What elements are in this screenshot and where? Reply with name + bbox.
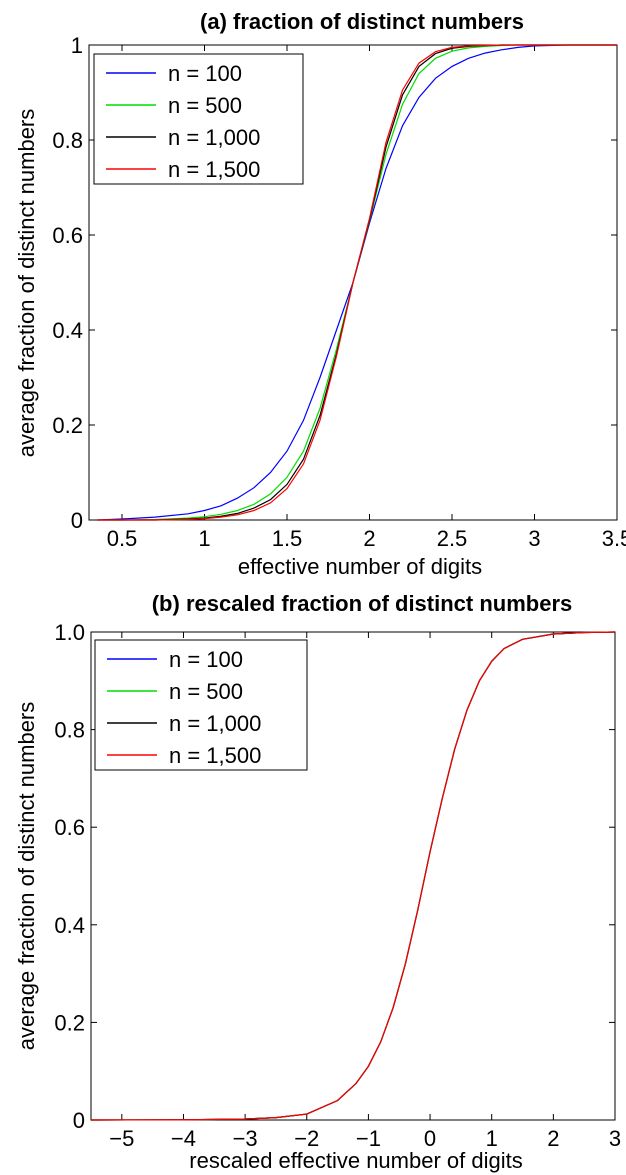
x-tick-label: −5 [109,1126,134,1151]
legend-b: n = 100 n = 500 n = 1,000 n = 1,500 [94,639,308,771]
x-tick-label: 2 [547,1126,559,1151]
x-tick-label: 0.5 [107,526,138,551]
x-tick-label: 3.5 [602,526,626,551]
y-tick-label: 1 [71,33,83,58]
y-tick-label: 0.2 [52,413,83,438]
y-tick-label: 0.8 [52,128,83,153]
y-tick-label: 0 [73,1108,85,1133]
legend-a: n = 100 n = 500 n = 1,000 n = 1,500 [93,53,304,185]
x-tick-label: −4 [171,1126,196,1151]
x-tick-label: 1 [486,1126,498,1151]
legend-label: n = 1,000 [169,711,261,736]
x-tick-label: 1.5 [272,526,303,551]
tick-group-b: −5 −4 −3 −2 −1 0 1 2 3 0 0.2 0.4 0.6 0.8 1.0 [54,620,621,1151]
x-tick-label: −3 [233,1126,258,1151]
legend-label: n = 1,000 [168,125,260,150]
x-axis-label-b: rescaled effective number of digits [189,1148,522,1173]
y-axis-label-a: average fraction of distinct numbers [14,109,39,458]
panel-a: (a) fraction of distinct numbers 0.5 1 1.5… [14,9,626,579]
x-tick-label: 2 [363,526,375,551]
legend-box [94,639,308,771]
series-group-a [97,44,617,521]
x-tick-label: 3 [528,526,540,551]
y-tick-label: 0.2 [54,1010,85,1035]
y-tick-label: 0.4 [52,318,83,343]
x-tick-label: −2 [294,1126,319,1151]
x-tick-label: 3 [609,1126,621,1151]
legend-label: n = 500 [169,679,243,704]
y-tick-label: 1.0 [54,620,85,645]
chart-title-a: (a) fraction of distinct numbers [200,9,524,34]
legend-label: n = 500 [168,93,242,118]
legend-label: n = 100 [168,61,242,86]
x-tick-label: −1 [356,1126,381,1151]
panel-b: (b) rescaled fraction of distinct number… [14,591,621,1173]
y-tick-label: 0.8 [54,718,85,743]
x-tick-label: 1 [198,526,210,551]
y-tick-label: 0.6 [54,815,85,840]
y-axis-label-b: average fraction of distinct numbers [14,702,39,1051]
x-axis-label-a: effective number of digits [238,554,482,579]
tick-group-a: 0.5 1 1.5 2 2.5 3 3.5 0 0.2 0.4 0.6 0.8 1 [52,33,626,551]
series-line [90,631,616,1121]
y-tick-label: 0.6 [52,223,83,248]
legend-label: n = 100 [169,647,243,672]
x-tick-label: 0 [424,1126,436,1151]
x-tick-label: 2.5 [437,526,468,551]
legend-label: n = 1,500 [169,743,261,768]
chart-title-b: (b) rescaled fraction of distinct number… [152,591,573,616]
y-tick-label: 0 [71,508,83,533]
legend-box [93,53,304,185]
series-line [97,44,617,521]
y-tick-label: 0.4 [54,913,85,938]
legend-label: n = 1,500 [168,157,260,182]
series-group-b [90,631,616,1121]
